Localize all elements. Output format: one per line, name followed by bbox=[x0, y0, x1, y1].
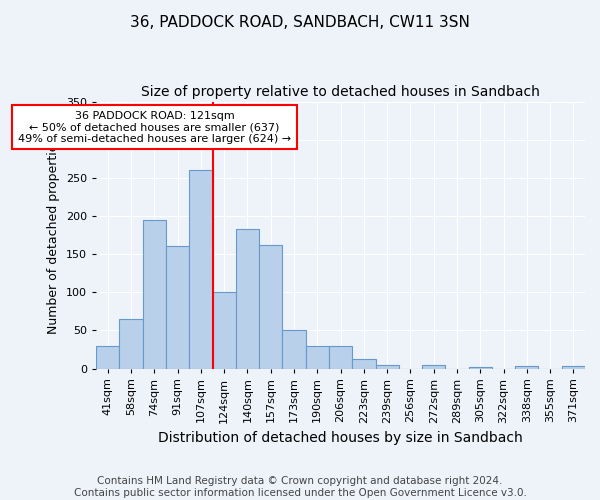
Title: Size of property relative to detached houses in Sandbach: Size of property relative to detached ho… bbox=[141, 85, 540, 99]
Bar bbox=[119, 319, 143, 368]
Bar bbox=[305, 346, 329, 368]
Bar bbox=[422, 364, 445, 368]
Bar bbox=[352, 360, 376, 368]
Bar bbox=[515, 366, 538, 368]
Bar bbox=[469, 367, 492, 368]
Bar bbox=[212, 292, 236, 368]
Bar bbox=[329, 346, 352, 368]
Bar bbox=[259, 245, 283, 368]
Text: 36, PADDOCK ROAD, SANDBACH, CW11 3SN: 36, PADDOCK ROAD, SANDBACH, CW11 3SN bbox=[130, 15, 470, 30]
Bar bbox=[190, 170, 212, 368]
Bar bbox=[562, 366, 585, 368]
Y-axis label: Number of detached properties: Number of detached properties bbox=[47, 136, 61, 334]
Bar bbox=[96, 346, 119, 368]
Text: Contains HM Land Registry data © Crown copyright and database right 2024.
Contai: Contains HM Land Registry data © Crown c… bbox=[74, 476, 526, 498]
Bar bbox=[166, 246, 190, 368]
Text: 36 PADDOCK ROAD: 121sqm
← 50% of detached houses are smaller (637)
49% of semi-d: 36 PADDOCK ROAD: 121sqm ← 50% of detache… bbox=[18, 110, 291, 144]
Bar bbox=[283, 330, 305, 368]
Bar bbox=[376, 366, 399, 368]
X-axis label: Distribution of detached houses by size in Sandbach: Distribution of detached houses by size … bbox=[158, 431, 523, 445]
Bar bbox=[143, 220, 166, 368]
Bar bbox=[236, 229, 259, 368]
